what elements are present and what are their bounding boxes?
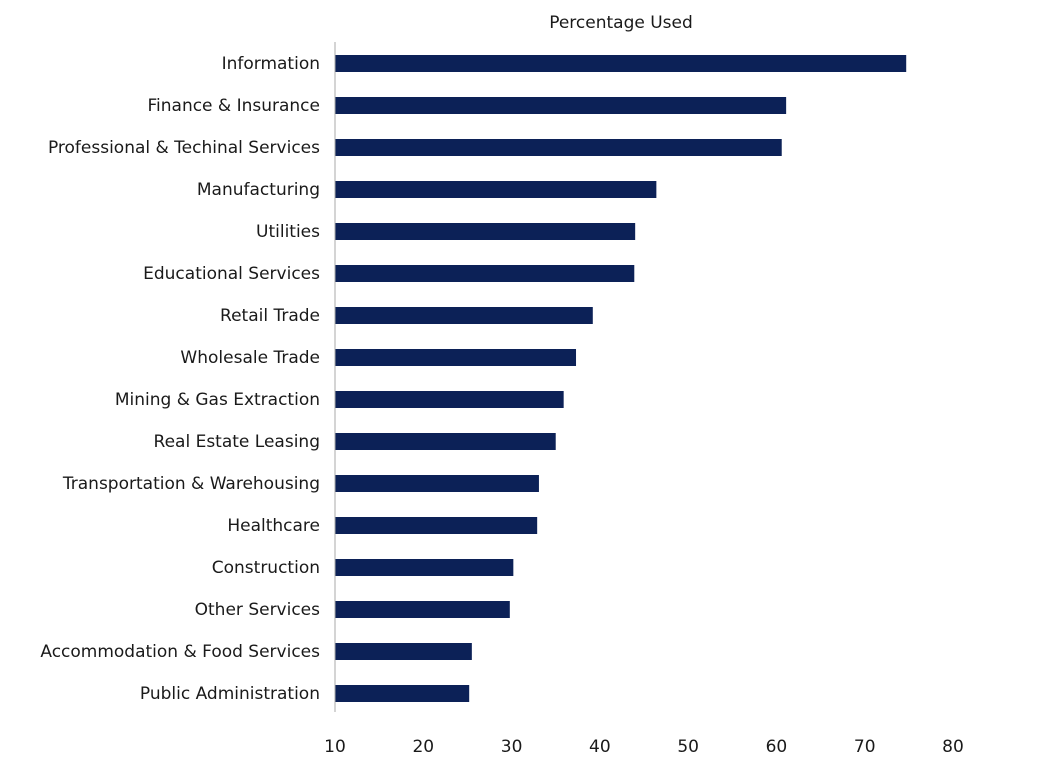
x-tick-label: 10 [324,737,346,757]
x-tick-label: 40 [589,737,611,757]
category-label: Wholesale Trade [180,348,320,368]
bar [335,391,564,408]
bar [335,223,636,240]
category-label: Retail Trade [220,306,320,326]
x-tick-label: 80 [942,737,964,757]
bar [335,433,556,450]
bar [335,643,472,660]
x-tick-label: 20 [412,737,434,757]
category-label: Finance & Insurance [147,96,320,116]
category-label: Public Administration [140,684,320,704]
bar [335,517,538,534]
category-label: Transportation & Warehousing [62,474,320,494]
chart-title: Percentage Used [549,13,693,33]
category-label: Educational Services [143,264,320,284]
x-tick-label: 60 [766,737,788,757]
bar [335,685,470,702]
category-label: Utilities [256,222,320,242]
bar [335,475,539,492]
bar [335,139,782,156]
category-label: Mining & Gas Extraction [115,390,320,410]
bar [335,601,510,618]
category-label: Professional & Techinal Services [48,138,320,158]
category-label: Accommodation & Food Services [40,642,320,662]
bar [335,55,907,72]
category-label: Healthcare [227,516,320,536]
category-label: Manufacturing [197,180,320,200]
bar [335,97,787,114]
category-label: Real Estate Leasing [154,432,320,452]
x-tick-label: 70 [854,737,876,757]
bar [335,349,577,366]
bar [335,307,593,324]
bar [335,181,657,198]
category-label: Information [222,54,320,74]
bar [335,265,635,282]
x-tick-label: 50 [677,737,699,757]
category-label: Construction [212,558,320,578]
category-label: Other Services [195,600,321,620]
bar [335,559,514,576]
x-tick-label: 30 [501,737,523,757]
